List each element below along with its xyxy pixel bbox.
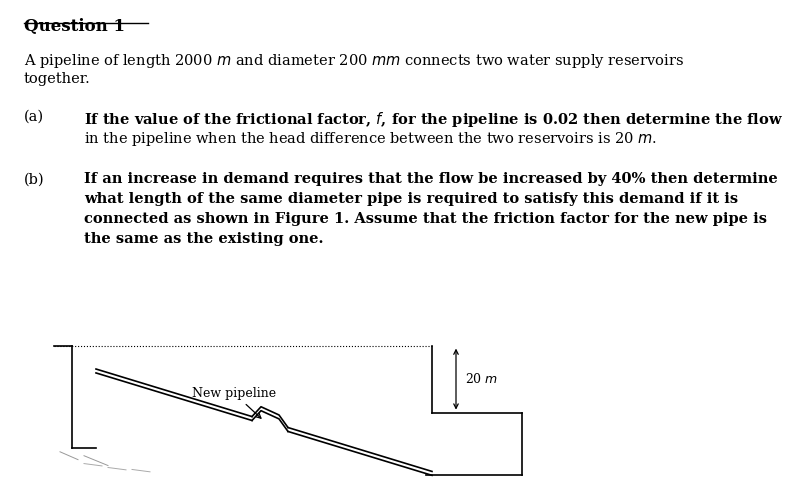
Text: If an increase in demand requires that the flow be increased by 40% then determi: If an increase in demand requires that t…: [84, 172, 778, 186]
Text: in the pipeline when the head difference between the two reservoirs is 20 $m$.: in the pipeline when the head difference…: [84, 130, 657, 148]
Text: 20 $m$: 20 $m$: [465, 372, 498, 386]
Text: New pipeline: New pipeline: [192, 387, 276, 418]
Text: what length of the same diameter pipe is required to satisfy this demand if it i: what length of the same diameter pipe is…: [84, 192, 738, 206]
Text: (b): (b): [24, 172, 45, 186]
Text: the same as the existing one.: the same as the existing one.: [84, 232, 323, 246]
Text: (a): (a): [24, 110, 44, 124]
Text: A pipeline of length 2000 $m$ and diameter 200 $mm$ connects two water supply re: A pipeline of length 2000 $m$ and diamet…: [24, 52, 684, 70]
Text: If the value of the frictional factor, $f$, for the pipeline is 0.02 then determ: If the value of the frictional factor, $…: [84, 110, 783, 129]
Text: Question 1: Question 1: [24, 18, 125, 34]
Text: connected as shown in Figure 1. Assume that the friction factor for the new pipe: connected as shown in Figure 1. Assume t…: [84, 212, 767, 226]
Text: together.: together.: [24, 72, 90, 86]
